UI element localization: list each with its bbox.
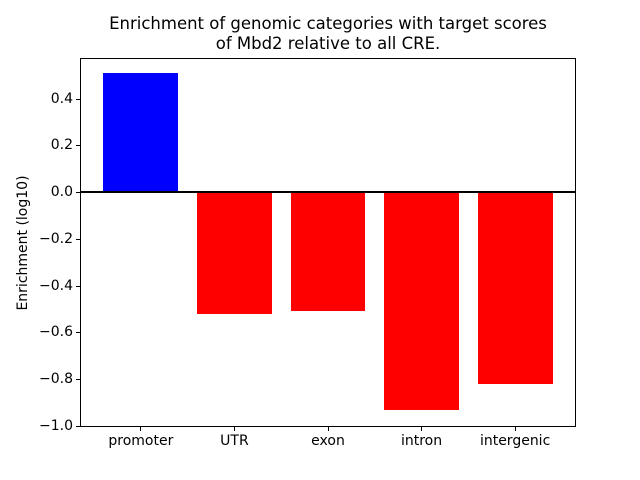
bar-intergenic <box>477 192 553 384</box>
y-tick-mark <box>76 238 80 240</box>
x-tick-mark <box>421 427 423 431</box>
bars-layer <box>81 59 575 426</box>
y-tick-mark <box>76 285 80 287</box>
bar-intron <box>384 192 459 410</box>
y-tick-mark <box>76 426 80 427</box>
bar-UTR <box>197 192 272 314</box>
x-tick-mark <box>233 427 235 431</box>
y-tick-mark <box>76 145 80 147</box>
chart-title-line1: Enrichment of genomic categories with ta… <box>109 14 547 33</box>
y-tick-mark <box>76 332 80 334</box>
y-tick-label: −0.6 <box>39 324 73 341</box>
bar-exon <box>290 192 366 312</box>
y-tick-label: 0.0 <box>50 184 73 201</box>
x-tick-mark <box>514 427 516 431</box>
y-tick-label: −0.8 <box>39 371 73 388</box>
chart-title-line2: of Mbd2 relative to all CRE. <box>215 34 441 53</box>
chart-title: Enrichment of genomic categories with ta… <box>80 14 576 54</box>
y-tick-label: 0.2 <box>50 137 73 154</box>
y-tick-mark <box>76 98 80 100</box>
y-tick-mark <box>76 192 80 194</box>
y-tick-label: −0.2 <box>39 230 73 247</box>
x-tick-label-intergenic: intergenic <box>479 433 551 449</box>
x-tick-mark <box>327 427 329 431</box>
y-tick-label: −0.4 <box>39 277 73 294</box>
x-tick-label-promoter: promoter <box>108 433 174 449</box>
y-tick-label: −1.0 <box>39 418 73 434</box>
bar-promoter <box>103 73 179 193</box>
y-tick-label: 0.4 <box>50 90 73 107</box>
zero-line <box>81 191 575 194</box>
x-tick-label-exon: exon <box>311 433 345 449</box>
x-tick-label-intron: intron <box>400 433 443 449</box>
plot-area <box>80 58 576 427</box>
y-tick-mark <box>76 379 80 381</box>
x-tick-mark <box>140 427 142 431</box>
x-tick-label-UTR: UTR <box>220 433 249 449</box>
